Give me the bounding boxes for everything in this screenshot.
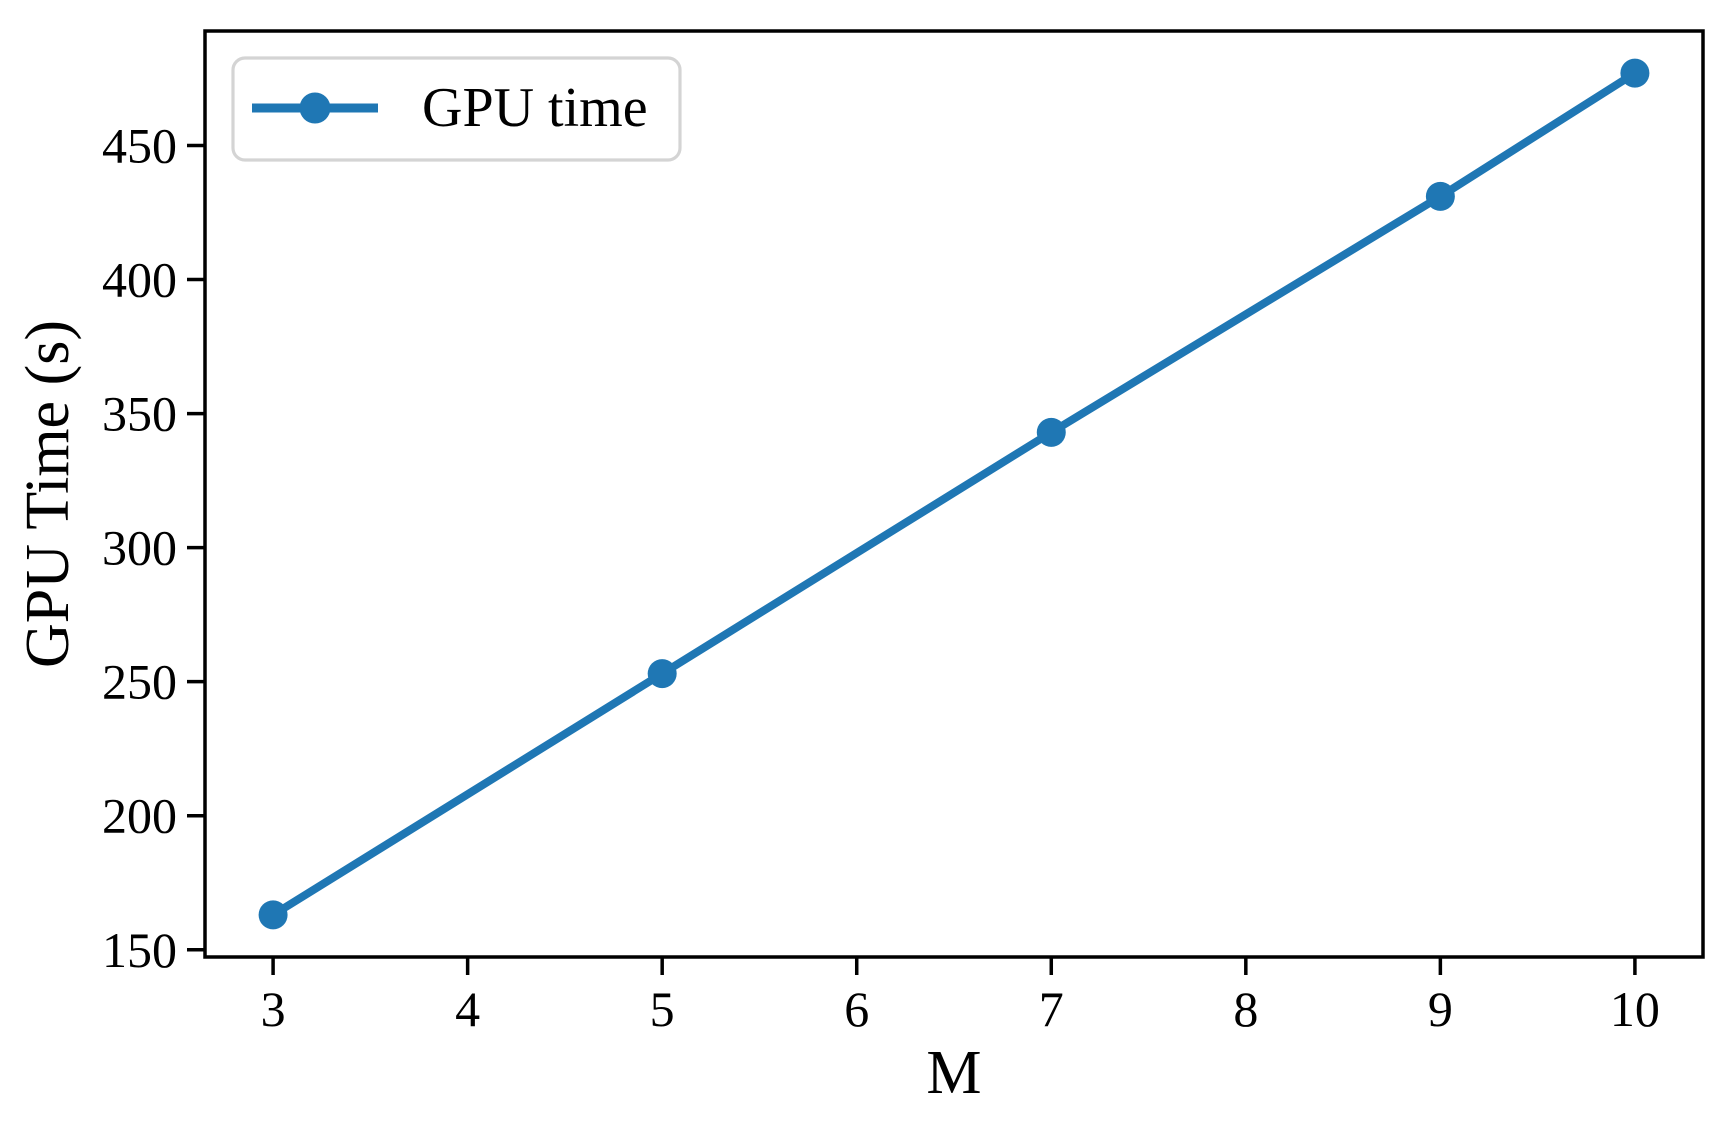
- y-tick-label: 450: [102, 117, 177, 173]
- y-tick-label: 300: [102, 520, 177, 576]
- plot-area: 3 4 5 6 7 8 9 10 150 200 250 300 350 400 450: [102, 29, 1705, 1037]
- y-tick-label: 400: [102, 252, 177, 308]
- x-tick-label: 4: [455, 981, 480, 1037]
- x-tick-label: 5: [650, 981, 675, 1037]
- data-point-marker: [647, 659, 677, 689]
- legend-box: [231, 56, 682, 162]
- data-point-marker: [1425, 181, 1455, 211]
- data-point-marker: [1620, 58, 1650, 88]
- y-tick-label: 350: [102, 386, 177, 442]
- x-tick-label: 8: [1233, 981, 1258, 1037]
- data-point-marker: [1036, 417, 1066, 447]
- y-tick-label: 150: [102, 922, 177, 978]
- x-axis-label: M: [926, 1039, 981, 1107]
- axes-frame: [203, 29, 1705, 959]
- legend-sample-marker-icon: [299, 92, 331, 124]
- y-tick-label: 250: [102, 654, 177, 710]
- legend: GPU time: [231, 56, 682, 162]
- x-tick-label: 9: [1428, 981, 1453, 1037]
- data-point-marker: [258, 900, 288, 930]
- x-tick-label: 3: [261, 981, 286, 1037]
- legend-label: GPU time: [422, 77, 648, 139]
- y-axis-label: GPU Time (s): [14, 320, 82, 668]
- x-tick-label: 10: [1610, 981, 1660, 1037]
- x-tick-label: 7: [1039, 981, 1064, 1037]
- x-tick-label: 6: [844, 981, 869, 1037]
- y-tick-label: 200: [102, 788, 177, 844]
